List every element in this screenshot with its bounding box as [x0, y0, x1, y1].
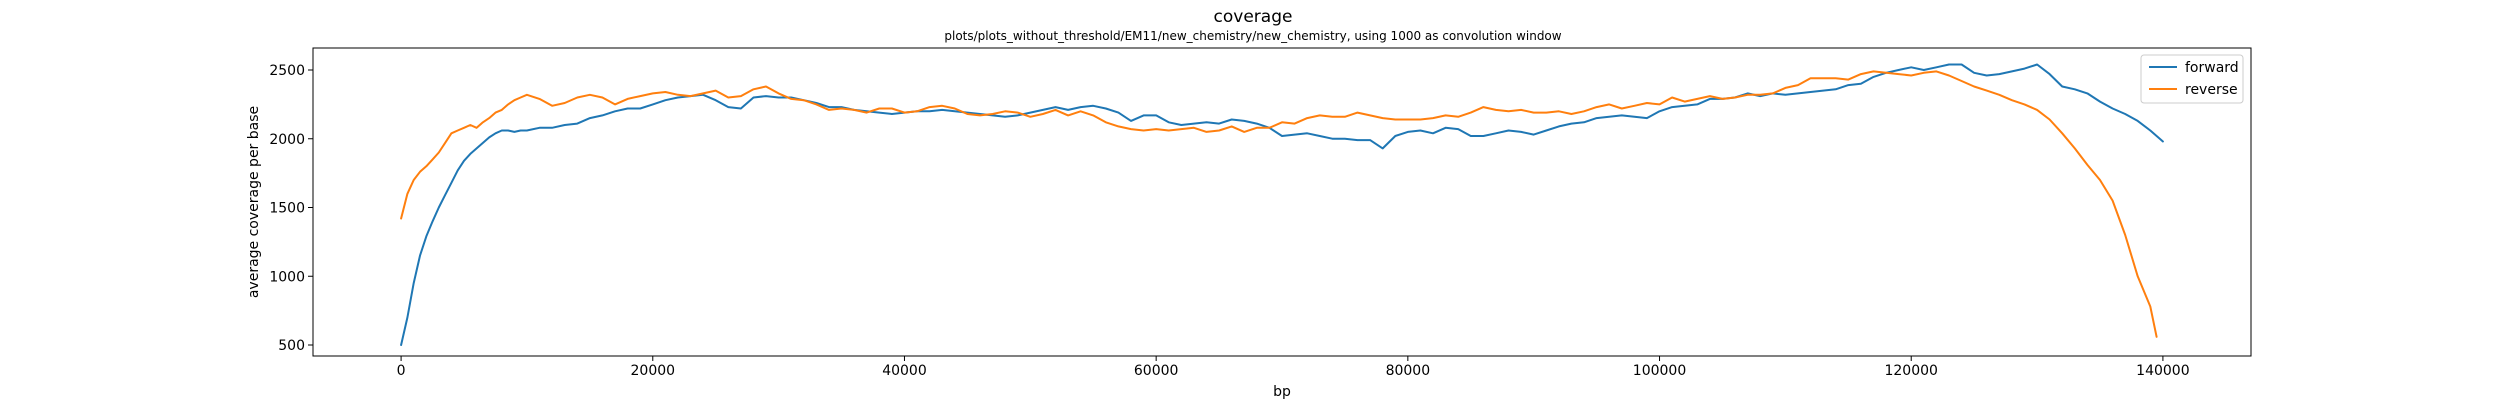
axes-frame — [312, 47, 2252, 357]
chart-subtitle: plots/plots_without_threshold/EM11/new_c… — [944, 29, 1561, 43]
legend-label-reverse: reverse — [2185, 82, 2238, 98]
x-axis-label: bp — [1273, 384, 1291, 400]
x-tick-label: 20000 — [631, 363, 676, 379]
y-tick-label: 2500 — [269, 63, 305, 79]
series-line-reverse — [400, 70, 2158, 338]
y-tick-label: 2000 — [269, 132, 305, 148]
y-tick-label: 1000 — [269, 269, 305, 285]
x-tick-label: 0 — [397, 363, 406, 379]
y-axis: 500 1000 1500 2000 2500 — [269, 63, 313, 354]
y-tick-label: 1500 — [269, 201, 305, 217]
x-tick-label: 120000 — [1884, 363, 1937, 379]
plot-border — [312, 47, 2252, 357]
legend-label-forward: forward — [2185, 60, 2239, 76]
series-line-forward — [400, 63, 2164, 346]
x-axis: 0 20000 40000 60000 80000 100000 120000 140000 — [397, 356, 2190, 379]
x-tick-label: 80000 — [1386, 363, 1431, 379]
x-tick-label: 140000 — [2136, 363, 2189, 379]
series-layer — [400, 63, 2164, 346]
legend: forward reverse — [2140, 54, 2244, 104]
x-tick-label: 60000 — [1134, 363, 1179, 379]
y-tick-label: 500 — [278, 338, 305, 354]
x-tick-label: 100000 — [1633, 363, 1686, 379]
chart-title: coverage — [1214, 7, 1293, 27]
y-axis-label: average coverage per base — [246, 106, 262, 298]
x-tick-label: 40000 — [882, 363, 927, 379]
